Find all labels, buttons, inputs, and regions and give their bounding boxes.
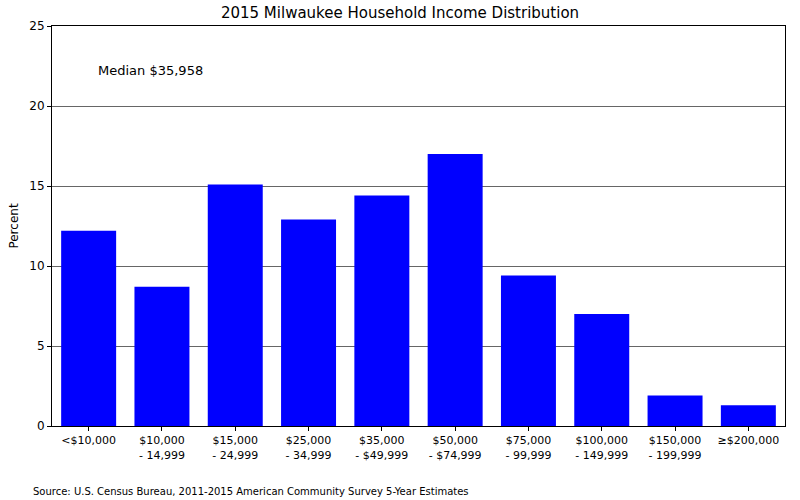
svg-text:20: 20 [29, 99, 44, 113]
svg-text:$25,000- 34,999: $25,000- 34,999 [286, 434, 332, 461]
svg-text:≥$200,000: ≥$200,000 [717, 434, 779, 447]
svg-text:Median $35,958: Median $35,958 [98, 63, 203, 78]
svg-text:$150,000- 199,999: $150,000- 199,999 [649, 434, 702, 461]
svg-text:$50,000- $74,999: $50,000- $74,999 [429, 434, 482, 461]
svg-text:Source: U.S. Census Bureau, 20: Source: U.S. Census Bureau, 2011-2015 Am… [33, 486, 469, 497]
svg-text:Percent: Percent [7, 203, 21, 248]
svg-text:10: 10 [29, 259, 44, 273]
svg-text:2015 Milwaukee Household Incom: 2015 Milwaukee Household Income Distribu… [221, 4, 579, 22]
svg-text:5: 5 [37, 339, 45, 353]
svg-text:$75,000- 99,999: $75,000- 99,999 [505, 434, 551, 461]
svg-text:$15,000- 24,999: $15,000- 24,999 [212, 434, 258, 461]
svg-text:$10,000- 14,999: $10,000- 14,999 [139, 434, 185, 461]
svg-text:25: 25 [29, 19, 44, 33]
svg-text:$100,000- 149,999: $100,000- 149,999 [575, 434, 628, 461]
svg-text:$35,000- $49,999: $35,000- $49,999 [355, 434, 408, 461]
svg-text:0: 0 [37, 419, 45, 433]
svg-text:<$10,000: <$10,000 [61, 434, 116, 447]
svg-text:15: 15 [29, 179, 44, 193]
